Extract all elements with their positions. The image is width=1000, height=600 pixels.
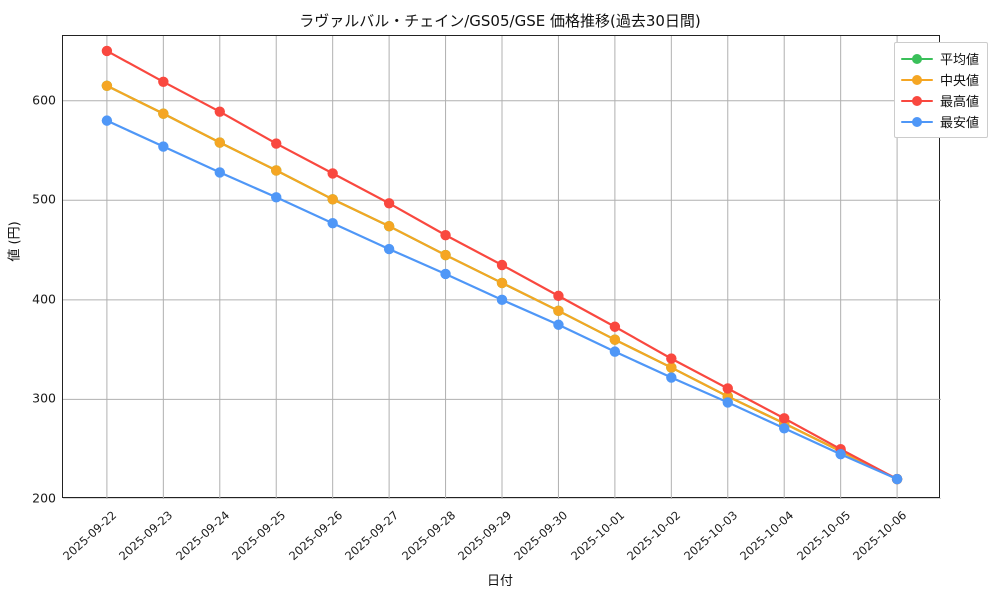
- x-axis-tick-label: 2025-09-27: [342, 508, 402, 564]
- chart-legend: 平均値中央値最高値最安値: [893, 42, 988, 138]
- data-point: [440, 249, 451, 261]
- x-axis-tick-label: 2025-10-05: [793, 508, 853, 564]
- legend-swatch-icon: [900, 94, 933, 108]
- data-point: [327, 168, 338, 179]
- legend-item-4[interactable]: 最安値: [900, 111, 979, 132]
- legend-item-2[interactable]: 中央値: [900, 69, 979, 90]
- data-point: [271, 138, 282, 149]
- data-point: [722, 383, 733, 394]
- legend-swatch-icon: [900, 115, 933, 129]
- data-point: [214, 137, 225, 148]
- x-axis-tick-label: 2025-10-06: [850, 508, 910, 564]
- data-point: [666, 372, 677, 383]
- legend-label: 最高値: [939, 95, 979, 110]
- data-point: [553, 319, 564, 330]
- legend-label: 平均値: [939, 53, 979, 68]
- data-point: [496, 277, 508, 289]
- data-point: [666, 353, 677, 364]
- data-point: [440, 229, 451, 241]
- data-point: [214, 106, 225, 117]
- data-point: [779, 413, 790, 424]
- y-axis-tick-label: 600: [32, 92, 56, 108]
- data-point: [327, 194, 338, 205]
- legend-item-1[interactable]: 平均値: [900, 48, 979, 69]
- x-axis-tick-label: 2025-09-23: [116, 508, 176, 564]
- data-point: [666, 362, 677, 373]
- data-point: [609, 321, 621, 332]
- series-4: [101, 115, 903, 485]
- x-axis-tick-labels: 2025-09-22 2025-09-23 2025-09-24 2025-09-25…: [60, 502, 940, 572]
- data-point: [327, 217, 338, 229]
- x-axis-tick-label: 2025-09-30: [511, 508, 571, 564]
- x-axis-tick-label: 2025-09-26: [285, 508, 345, 564]
- data-point: [158, 141, 169, 152]
- data-point: [383, 220, 395, 232]
- x-axis-tick-label: 2025-10-02: [624, 508, 684, 564]
- y-axis-tick-label: 500: [32, 191, 56, 207]
- legend-swatch-icon: [900, 52, 933, 66]
- data-point: [609, 346, 621, 357]
- x-axis-tick-label: 2025-10-01: [568, 508, 628, 564]
- data-point: [440, 268, 451, 280]
- x-axis-label: 日付: [486, 574, 513, 589]
- x-axis-tick-label: 2025-09-24: [172, 508, 232, 564]
- legend-swatch-icon: [900, 73, 933, 87]
- data-point: [158, 108, 169, 119]
- data-point: [101, 80, 113, 91]
- data-point: [891, 473, 903, 485]
- data-point: [383, 198, 395, 209]
- y-axis-tick-label: 400: [32, 291, 56, 307]
- y-axis-label: 値 (円): [7, 221, 23, 262]
- plot-svg: [63, 36, 941, 499]
- x-axis-tick-label: 2025-10-04: [737, 508, 797, 564]
- data-point: [271, 165, 282, 176]
- data-point: [553, 290, 564, 302]
- data-point: [214, 167, 225, 178]
- data-point: [553, 305, 564, 317]
- legend-item-3[interactable]: 最高値: [900, 90, 979, 111]
- data-point: [271, 192, 282, 203]
- data-point: [383, 243, 395, 255]
- legend-label: 最安値: [939, 116, 979, 131]
- y-axis-tick-label: 300: [32, 390, 56, 406]
- legend-label: 中央値: [939, 74, 979, 89]
- data-point: [101, 115, 113, 126]
- data-point: [496, 259, 508, 271]
- data-point: [496, 294, 508, 306]
- x-axis-tick-label: 2025-10-03: [680, 508, 740, 564]
- data-point: [722, 397, 733, 408]
- x-axis-tick-label: 2025-09-28: [398, 508, 458, 564]
- y-axis-tick-label: 200: [32, 490, 56, 506]
- data-point: [101, 45, 113, 57]
- series-group: [101, 45, 903, 485]
- y-axis-tick-labels: 200 300 400 500 600: [4, 35, 56, 505]
- data-point: [835, 448, 846, 460]
- data-point: [158, 76, 169, 88]
- data-point: [779, 423, 790, 434]
- x-axis-tick-label: 2025-09-29: [455, 508, 515, 564]
- data-point: [609, 334, 621, 345]
- x-axis-tick-label: 2025-09-25: [229, 508, 289, 564]
- chart-title: ラヴァルバル・チェイン/GS05/GSE 価格推移(過去30日間): [299, 12, 701, 30]
- plot-area: [62, 35, 941, 499]
- x-axis-tick-label: 2025-09-22: [60, 508, 120, 564]
